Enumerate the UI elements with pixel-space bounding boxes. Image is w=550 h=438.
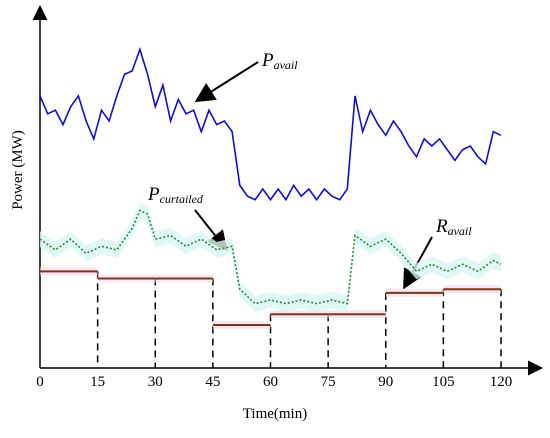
annotation: Ravail: [435, 216, 472, 238]
x-tick-label: 0: [36, 374, 44, 390]
line: [39, 46, 502, 202]
annotation-sub: avail: [274, 58, 299, 72]
annotation-main: P: [147, 184, 160, 205]
x-tick-label: 15: [90, 374, 105, 390]
arrow: [194, 61, 259, 103]
x-tick-label: 105: [432, 374, 455, 390]
annotation-sub: avail: [448, 224, 473, 238]
arrow: [403, 236, 433, 290]
band: [40, 202, 501, 312]
line: [39, 209, 502, 305]
x-tick-label: 30: [148, 374, 163, 390]
annotation: Pcurtailed: [147, 184, 204, 206]
y-axis-label: Power (MW): [10, 130, 26, 210]
annotation-main: P: [261, 50, 274, 71]
plot: 0 15 30 45 60 75 90 105 120: [36, 46, 513, 390]
x-axis-label: Time(min): [243, 406, 307, 422]
x-tick-label: 60: [263, 374, 278, 390]
x-tick-label: 45: [205, 374, 220, 390]
annotation: Pavail: [261, 50, 298, 72]
annotation-main: R: [435, 216, 448, 237]
x-tick-label: 90: [378, 374, 393, 390]
x-tick-label: 75: [321, 374, 336, 390]
x-tick-label: 120: [490, 374, 513, 390]
annotation-sub: curtailed: [160, 192, 204, 206]
